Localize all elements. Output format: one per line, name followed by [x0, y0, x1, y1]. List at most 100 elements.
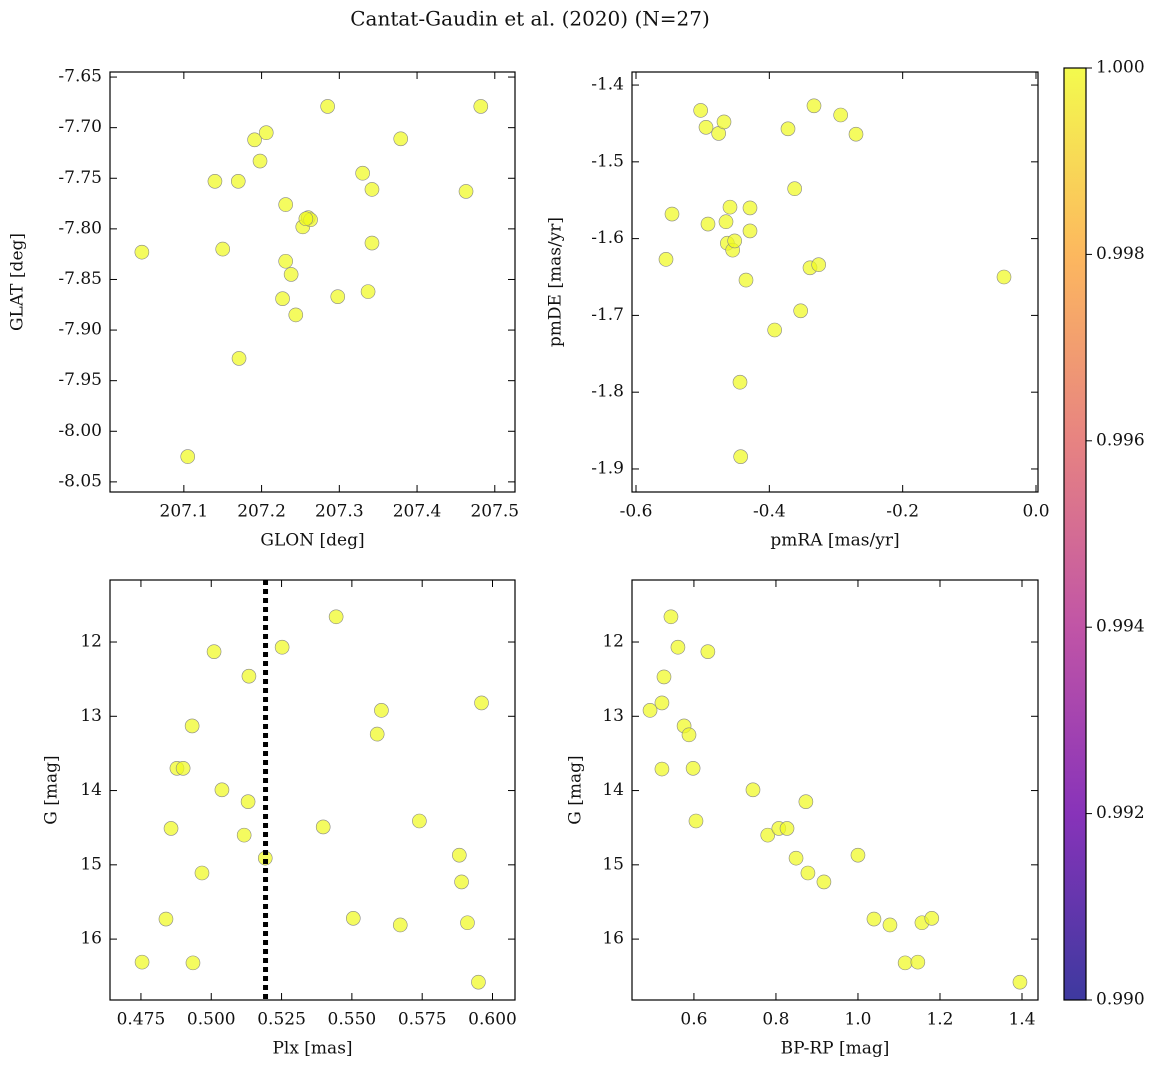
x-axis-label: BP-RP [mag] — [781, 1039, 890, 1059]
scatter-point — [134, 954, 150, 970]
scatter-point — [833, 107, 848, 123]
x-tick-label: 0.600 — [468, 1010, 517, 1030]
y-tick-label: -8.05 — [58, 471, 102, 491]
scatter-point — [742, 223, 758, 239]
scatter-point — [215, 241, 231, 257]
y-tick-label: -7.85 — [58, 269, 102, 289]
scatter-point — [231, 351, 247, 366]
scatter-point — [158, 911, 174, 927]
y-tick-label: -7.75 — [58, 168, 102, 188]
scatter-point — [298, 211, 314, 227]
scatter-point — [185, 955, 201, 971]
scatter-point — [767, 322, 782, 338]
scatter-point — [924, 911, 940, 926]
scatter-point — [897, 955, 913, 971]
x-tick-label: 0.6 — [680, 1010, 707, 1030]
scatter-point — [283, 267, 299, 282]
y-tick-label: -7.95 — [58, 370, 102, 390]
scatter-point — [206, 644, 222, 659]
y-tick-label: 15 — [80, 854, 102, 874]
scatter-point — [207, 174, 223, 189]
y-tick-label: 14 — [80, 780, 102, 800]
y-tick-label: 13 — [80, 706, 102, 726]
colorbar-tick-label: 0.998 — [1096, 244, 1145, 264]
y-tick-label: -1.9 — [591, 458, 624, 478]
scatter-point — [681, 727, 697, 743]
x-tick-label: 0.475 — [117, 1010, 166, 1030]
scatter-point — [241, 668, 257, 684]
y-tick-label: 16 — [602, 929, 624, 949]
scatter-point — [732, 374, 748, 390]
scatter-point — [806, 98, 822, 114]
y-axis-label: pmDE [mas/yr] — [546, 217, 566, 347]
x-tick-label: 0.575 — [398, 1010, 447, 1030]
scatter-point — [727, 233, 742, 249]
colorbar-tick-label: 0.990 — [1096, 990, 1145, 1010]
x-tick-label: 1.4 — [1008, 1010, 1035, 1030]
y-tick-label: -8.00 — [58, 421, 102, 441]
y-tick-label: -1.7 — [591, 305, 624, 325]
scatter-point — [345, 911, 361, 926]
scatter-point — [236, 827, 252, 843]
scatter-point — [663, 609, 679, 625]
scatter-point — [393, 131, 409, 147]
scatter-point — [788, 850, 804, 866]
scatter-point — [742, 200, 758, 216]
colorbar — [1063, 67, 1087, 1001]
plot-frame — [109, 71, 516, 493]
scatter-point — [392, 917, 408, 933]
colorbar-tick-label: 0.994 — [1096, 617, 1145, 637]
scatter-point — [642, 703, 658, 718]
x-tick-label: 0.550 — [328, 1010, 377, 1030]
y-tick-label: -1.5 — [591, 151, 624, 171]
scatter-point — [816, 874, 832, 890]
x-tick-label: 1.0 — [844, 1010, 871, 1030]
scatter-point — [654, 695, 670, 711]
scatter-point — [194, 865, 210, 881]
colorbar-tick-label: 1.000 — [1096, 58, 1145, 78]
scatter-point — [664, 206, 680, 222]
scatter-point — [230, 174, 246, 189]
scatter-point — [658, 252, 674, 267]
scatter-point — [369, 726, 385, 742]
y-tick-label: -1.4 — [591, 75, 624, 95]
scatter-point — [184, 718, 200, 734]
y-tick-label: -1.8 — [591, 382, 624, 402]
scatter-point — [473, 99, 489, 114]
scatter-point — [328, 609, 344, 625]
y-tick-label: -7.90 — [58, 320, 102, 340]
scatter-point — [760, 827, 776, 843]
scatter-point — [374, 703, 389, 718]
scatter-point — [471, 974, 486, 990]
x-tick-label: 1.2 — [926, 1010, 953, 1030]
scatter-point — [780, 121, 796, 137]
scatter-point — [364, 235, 380, 251]
y-axis-label: GLAT [deg] — [8, 233, 28, 331]
scatter-point — [278, 197, 293, 212]
y-tick-label: -7.70 — [58, 117, 102, 137]
scatter-point — [460, 915, 475, 931]
scatter-point — [315, 819, 331, 835]
scatter-point — [866, 911, 882, 927]
x-tick-label: 0.0 — [1022, 502, 1049, 522]
x-tick-label: -0.6 — [620, 502, 653, 522]
scatter-point — [412, 813, 427, 829]
scatter-point — [355, 165, 370, 181]
scatter-point — [745, 782, 761, 798]
colorbar-tick-label: 0.996 — [1096, 430, 1145, 450]
scatter-point — [134, 244, 150, 260]
scatter-point — [716, 114, 732, 130]
scatter-point — [800, 865, 816, 881]
x-tick-label: 207.3 — [315, 502, 364, 522]
scatter-point — [258, 125, 274, 141]
colorbar-tick-label: 0.992 — [1096, 803, 1145, 823]
x-tick-label: 207.2 — [237, 502, 286, 522]
scatter-point — [320, 99, 335, 114]
y-tick-label: -7.65 — [58, 67, 102, 87]
scatter-point — [247, 132, 262, 148]
scatter-point — [685, 760, 701, 776]
x-axis-label: pmRA [mas/yr] — [770, 531, 899, 551]
x-tick-label: 207.1 — [160, 502, 209, 522]
scatter-point — [787, 181, 802, 197]
